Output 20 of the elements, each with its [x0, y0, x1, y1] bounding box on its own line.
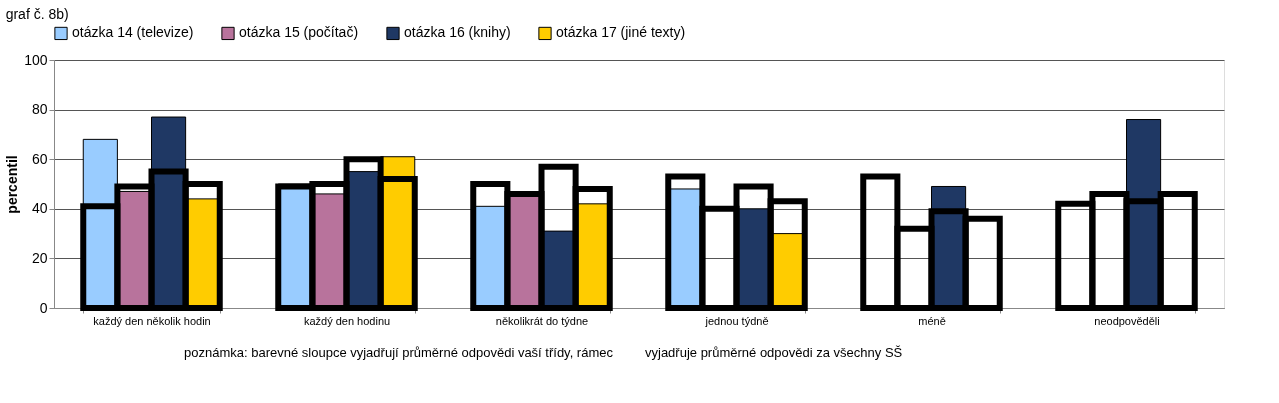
legend-label: otázka 14 (televize)	[72, 24, 194, 41]
x-tick-label: neodpověděli	[1094, 314, 1160, 327]
legend-label: otázka 17 (jiné texty)	[556, 24, 686, 41]
y-axis-title: percentil	[4, 155, 21, 214]
x-tick-label: méně	[918, 314, 946, 327]
x-tick-label: několikrát do týdne	[495, 314, 589, 327]
y-tick-label: 0	[39, 299, 48, 316]
x-tick-label: jednou týdně	[704, 314, 769, 327]
x-tick-label: každý den několik hodin	[93, 314, 211, 327]
text: poznámka: barevné sloupce vyjadřují průměrné odpovědi vaší třídy, rámec	[184, 345, 614, 360]
text: vyjadřuje průměrné odpovědi za všechny SŠ	[645, 345, 903, 360]
y-tick-label: 40	[31, 200, 48, 217]
legend-label: otázka 16 (knihy)	[404, 24, 511, 41]
chart-title: graf č. 8b)	[5, 6, 69, 22]
x-tick-label: každý den hodinu	[303, 314, 391, 327]
legend-label: otázka 15 (počítač)	[239, 24, 359, 41]
y-tick-label: 80	[31, 101, 48, 118]
y-tick-label: 100	[24, 51, 48, 68]
y-tick-label: 60	[31, 150, 48, 167]
y-tick-label: 20	[31, 249, 48, 266]
